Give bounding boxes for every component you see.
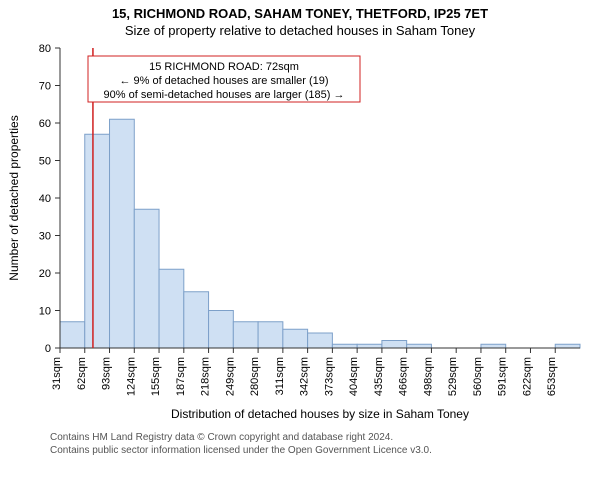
- bar: [184, 292, 209, 348]
- y-tick-label: 80: [39, 43, 51, 55]
- annotation-line: 90% of semi-detached houses are larger (…: [104, 89, 345, 101]
- x-tick-label: 373sqm: [323, 357, 335, 396]
- bar: [85, 134, 110, 348]
- footer-line-2: Contains public sector information licen…: [50, 445, 590, 458]
- bar: [134, 209, 159, 348]
- x-tick-label: 498sqm: [422, 357, 434, 396]
- y-tick-label: 40: [39, 193, 51, 205]
- y-axis-label: Number of detached properties: [7, 115, 21, 280]
- bar: [407, 344, 432, 348]
- x-tick-label: 249sqm: [224, 357, 236, 396]
- x-tick-label: 466sqm: [398, 357, 410, 396]
- bar: [233, 322, 258, 348]
- x-tick-label: 187sqm: [175, 357, 187, 396]
- histogram-plot: 0 10 20 30 40 50 60 70 80 31sqm 62sqm 93sqm 124sqm 15…: [0, 38, 600, 428]
- bar: [382, 341, 407, 349]
- x-tick-label: 280sqm: [249, 357, 261, 396]
- x-tick-label: 653sqm: [546, 357, 558, 396]
- footer-attribution: Contains HM Land Registry data © Crown c…: [0, 428, 600, 457]
- bar: [60, 322, 85, 348]
- bar: [555, 344, 580, 348]
- footer-line-1: Contains HM Land Registry data © Crown c…: [50, 432, 590, 445]
- x-tick-label: 155sqm: [150, 357, 162, 396]
- y-tick-label: 60: [39, 118, 51, 130]
- x-tick-label: 62sqm: [76, 357, 88, 390]
- x-tick-label: 529sqm: [447, 357, 459, 396]
- y-tick-label: 30: [39, 231, 51, 243]
- annotation-line: ← 9% of detached houses are smaller (19): [119, 75, 328, 87]
- title-line-1: 15, RICHMOND ROAD, SAHAM TONEY, THETFORD…: [0, 6, 600, 21]
- x-tick-label: 93sqm: [101, 357, 113, 390]
- annotation-line: 15 RICHMOND ROAD: 72sqm: [149, 61, 299, 73]
- y-tick-label: 20: [39, 268, 51, 280]
- bar: [110, 119, 135, 348]
- y-tick-label: 0: [45, 343, 51, 355]
- x-tick-label: 622sqm: [521, 357, 533, 396]
- bar: [258, 322, 283, 348]
- y-tick-label: 50: [39, 156, 51, 168]
- title-line-2: Size of property relative to detached ho…: [0, 23, 600, 38]
- bar: [283, 329, 308, 348]
- x-tick-label: 435sqm: [373, 357, 385, 396]
- chart-titles: 15, RICHMOND ROAD, SAHAM TONEY, THETFORD…: [0, 6, 600, 38]
- bar: [332, 344, 357, 348]
- chart-container: 0 10 20 30 40 50 60 70 80 31sqm 62sqm 93sqm 124sqm 15…: [0, 38, 600, 428]
- bar: [357, 344, 382, 348]
- x-tick-label: 342sqm: [299, 357, 311, 396]
- x-tick-label: 218sqm: [200, 357, 212, 396]
- x-tick-label: 31sqm: [51, 357, 63, 390]
- x-tick-label: 124sqm: [125, 357, 137, 396]
- bar: [209, 311, 234, 349]
- bar: [308, 333, 333, 348]
- x-tick-label: 311sqm: [274, 357, 286, 395]
- x-axis-label: Distribution of detached houses by size …: [171, 407, 469, 421]
- y-tick-label: 10: [39, 306, 51, 318]
- bar: [159, 269, 184, 348]
- y-tick-label: 70: [39, 81, 51, 93]
- x-tick-label: 560sqm: [472, 357, 484, 396]
- bar: [481, 344, 506, 348]
- x-tick-label: 404sqm: [348, 357, 360, 396]
- x-tick-label: 591sqm: [497, 357, 509, 396]
